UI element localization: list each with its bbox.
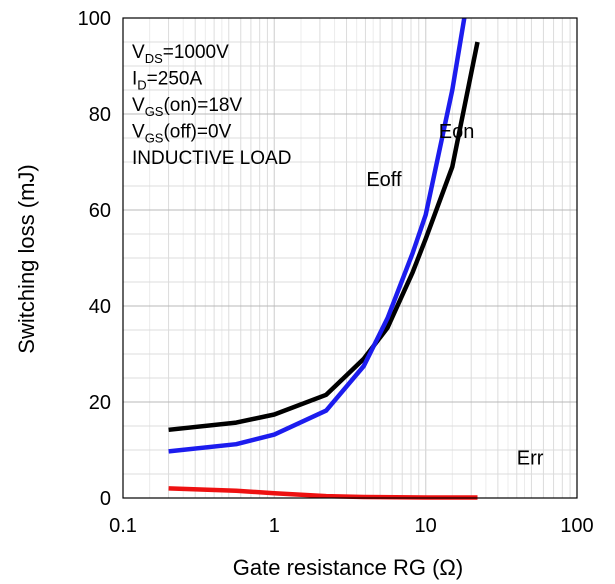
series-label-eoff: Eoff: [366, 169, 402, 191]
x-tick-label: 0.1: [109, 515, 137, 537]
y-axis-title: Switching loss (mJ): [14, 164, 39, 353]
x-axis-title: Gate resistance RG (Ω): [233, 555, 463, 580]
x-tick-label: 100: [560, 515, 593, 537]
y-tick-label: 20: [89, 392, 111, 414]
y-tick-label: 40: [89, 296, 111, 318]
series-line-eoff: [168, 17, 467, 454]
y-tick-label: 0: [100, 488, 111, 510]
series-labels: Eon Eoff Err: [366, 121, 543, 469]
series-line-err: [168, 486, 478, 500]
series-label-eon: Eon: [439, 121, 475, 143]
x-tick-label: 10: [415, 515, 437, 537]
plot-frame: [122, 17, 578, 499]
condition-line: INDUCTIVE LOAD: [132, 148, 291, 169]
series-label-err: Err: [517, 447, 544, 469]
condition-line: ID=250A: [132, 69, 202, 93]
condition-line: VGS(off)=0V: [132, 122, 232, 146]
y-tick-label: 100: [78, 8, 111, 30]
grid: [123, 18, 577, 498]
condition-line: VDS=1000V: [132, 42, 229, 66]
axis-ticks: 0.1 1 10 100 0 20 40 60 80 100: [78, 8, 594, 537]
x-tick-label: 1: [269, 515, 280, 537]
y-tick-label: 60: [89, 200, 111, 222]
condition-line: VGS(on)=18V: [132, 95, 243, 119]
y-tick-label: 80: [89, 104, 111, 126]
